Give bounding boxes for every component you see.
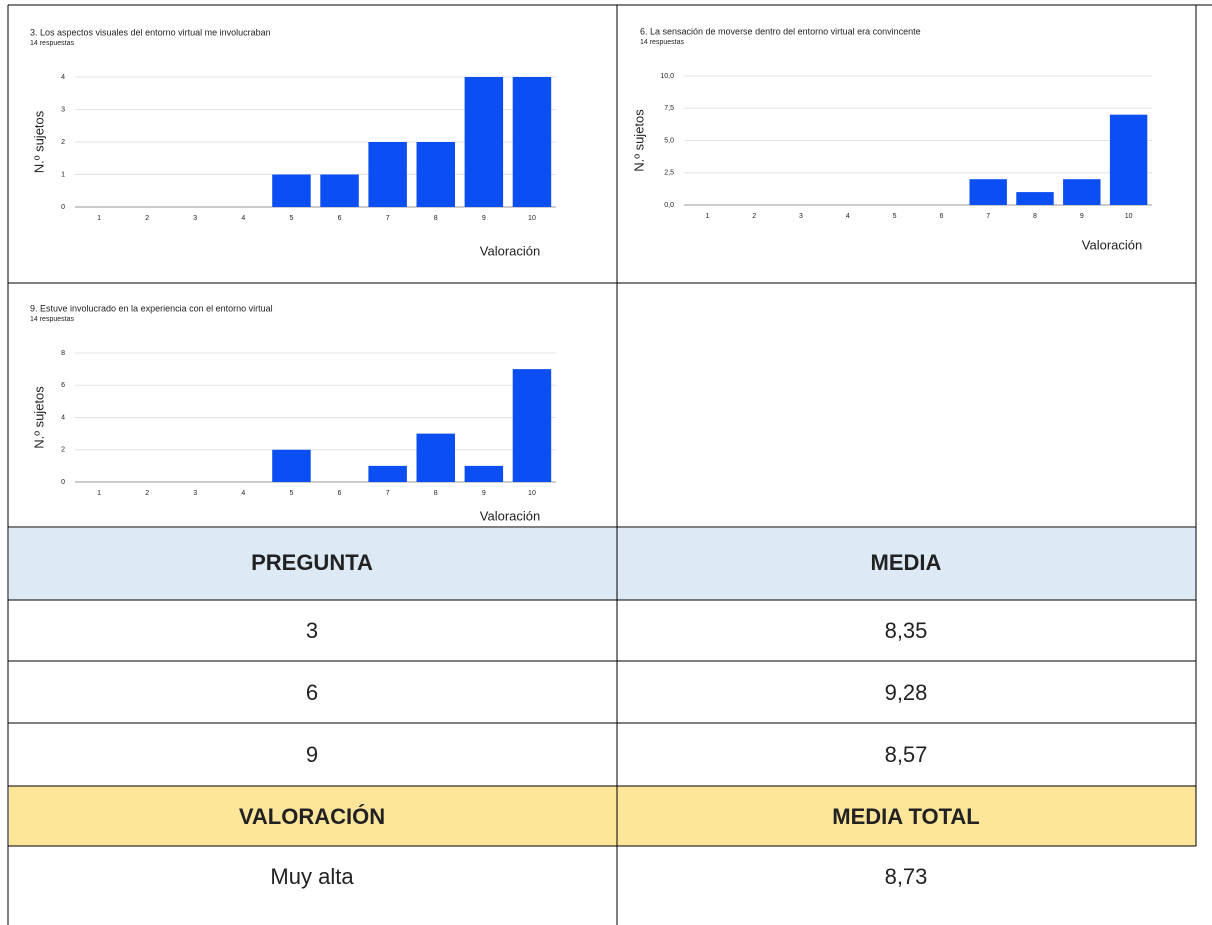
x-tick-label: 3 — [799, 213, 803, 220]
x-tick-label: 7 — [986, 213, 990, 220]
table-header: VALORACIÓN — [239, 804, 385, 829]
y-axis-label: N.º sujetos — [631, 109, 646, 172]
y-tick-label: 8 — [61, 350, 65, 357]
x-axis-label: Valoración — [480, 243, 540, 258]
y-axis-label: N.º sujetos — [31, 386, 46, 449]
chart-title: 6. La sensación de moverse dentro del en… — [640, 26, 921, 36]
y-tick-label: 0 — [61, 204, 65, 211]
table-cell: 8,73 — [885, 864, 928, 889]
y-tick-label: 2,5 — [664, 170, 674, 177]
x-tick-label: 8 — [434, 490, 438, 497]
y-axis-label: N.º sujetos — [31, 110, 46, 173]
bar — [512, 77, 552, 207]
bar — [416, 142, 455, 207]
y-tick-label: 6 — [61, 382, 65, 389]
bar — [969, 179, 1007, 205]
y-tick-label: 2 — [61, 447, 65, 454]
table-cell: 9 — [306, 742, 318, 767]
chart-subtitle: 14 respuestas — [640, 39, 684, 46]
header-fill — [9, 528, 1196, 600]
x-axis-label: Valoración — [480, 508, 540, 523]
x-tick-label: 2 — [145, 215, 149, 222]
bar — [512, 369, 552, 482]
table-header: MEDIA TOTAL — [832, 804, 979, 829]
x-tick-label: 5 — [289, 215, 293, 222]
x-tick-label: 8 — [434, 215, 438, 222]
x-tick-label: 2 — [752, 213, 756, 220]
x-tick-label: 1 — [97, 215, 101, 222]
table-cell: Muy alta — [270, 864, 354, 889]
x-tick-label: 10 — [1125, 213, 1133, 220]
bar — [464, 465, 504, 482]
x-tick-label: 3 — [193, 490, 197, 497]
y-tick-label: 0 — [61, 479, 65, 486]
table-header: MEDIA — [871, 550, 942, 575]
x-tick-label: 10 — [528, 215, 536, 222]
x-tick-label: 6 — [939, 213, 943, 220]
y-tick-label: 5,0 — [664, 137, 674, 144]
chart-subtitle: 14 respuestas — [30, 40, 74, 47]
table-header: PREGUNTA — [251, 550, 373, 575]
x-tick-label: 9 — [1080, 213, 1084, 220]
x-tick-label: 9 — [482, 490, 486, 497]
table-cell: 8,35 — [885, 618, 928, 643]
bar — [368, 142, 407, 207]
y-tick-label: 4 — [61, 74, 65, 81]
x-tick-label: 1 — [705, 213, 709, 220]
x-tick-label: 1 — [97, 490, 101, 497]
bar — [272, 449, 311, 482]
x-tick-label: 10 — [528, 490, 536, 497]
y-tick-label: 2 — [61, 139, 65, 146]
table-lines — [7, 4, 1212, 925]
x-tick-label: 8 — [1033, 213, 1037, 220]
y-tick-label: 4 — [61, 414, 65, 421]
x-tick-label: 5 — [893, 213, 897, 220]
table-cell: 8,57 — [885, 742, 928, 767]
bar — [368, 465, 407, 482]
y-tick-label: 7,5 — [664, 105, 674, 112]
x-tick-label: 6 — [338, 490, 342, 497]
bar — [1016, 192, 1054, 205]
table-cell: 9,28 — [885, 680, 928, 705]
table-cell: 3 — [306, 618, 318, 643]
chart-subtitle: 14 respuestas — [30, 316, 74, 323]
x-tick-label: 2 — [145, 490, 149, 497]
summary-header-fill — [9, 786, 1196, 846]
bar — [320, 174, 359, 207]
x-tick-label: 9 — [482, 215, 486, 222]
bar — [272, 174, 311, 207]
bar — [1063, 179, 1101, 205]
x-tick-label: 4 — [846, 213, 850, 220]
x-tick-label: 3 — [193, 215, 197, 222]
bar — [1109, 114, 1148, 205]
x-tick-label: 7 — [386, 215, 390, 222]
y-tick-label: 10,0 — [660, 73, 674, 80]
x-tick-label: 7 — [386, 490, 390, 497]
chart-title: 9. Estuve involucrado en la experiencia … — [30, 303, 273, 313]
chart-title: 3. Los aspectos visuales del entorno vir… — [30, 27, 271, 37]
y-tick-label: 3 — [61, 106, 65, 113]
y-tick-label: 0,0 — [664, 202, 674, 209]
x-axis-label: Valoración — [1082, 237, 1142, 252]
bar — [416, 433, 455, 482]
bar — [464, 77, 504, 207]
x-tick-label: 5 — [289, 490, 293, 497]
table-cell: 6 — [306, 680, 318, 705]
x-tick-label: 6 — [338, 215, 342, 222]
y-tick-label: 1 — [61, 171, 65, 178]
x-tick-label: 4 — [241, 215, 245, 222]
x-tick-label: 4 — [241, 490, 245, 497]
